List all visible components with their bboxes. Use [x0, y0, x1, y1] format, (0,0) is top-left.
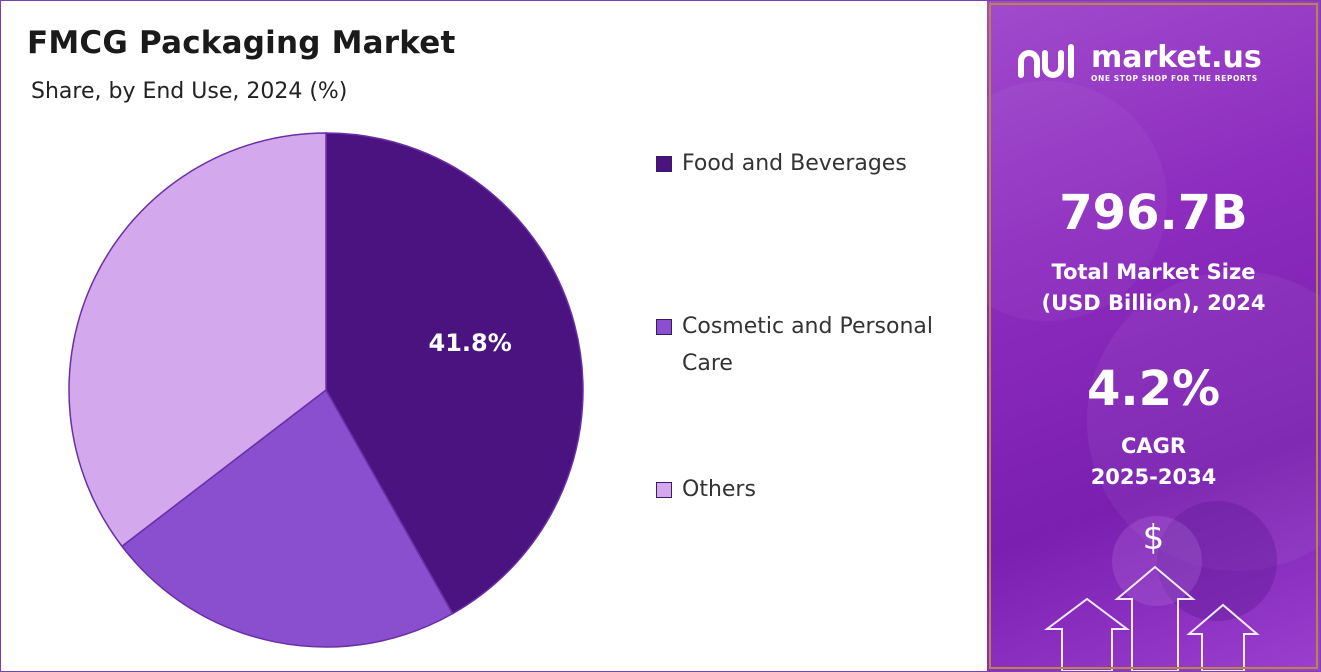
- arrow-up-icon: [1044, 565, 1260, 671]
- chart-subtitle: Share, by End Use, 2024 (%): [31, 79, 348, 104]
- brand-tagline: ONE STOP SHOP FOR THE REPORTS: [1091, 73, 1258, 83]
- legend-item-others: Others: [656, 471, 952, 508]
- brand-name: market.us: [1091, 39, 1262, 75]
- cagr-period: 2025-2034: [1090, 465, 1217, 489]
- market-size-value: 796.7B: [1059, 185, 1248, 241]
- legend-item-food-and-beverages: Food and Beverages: [656, 145, 952, 182]
- cagr-label: CAGR: [1120, 434, 1187, 458]
- panel-decoration: [987, 81, 1320, 671]
- legend-swatch: [656, 319, 672, 335]
- dollar-icon: $: [1142, 518, 1165, 558]
- legend-swatch: [656, 482, 672, 498]
- pie-chart: 41.8%: [68, 132, 584, 648]
- legend-label: Cosmetic and Personal Care: [682, 314, 933, 376]
- cagr-value: 4.2%: [1086, 361, 1221, 417]
- legend-label: Others: [682, 477, 756, 502]
- market-size-label-line2: (USD Billion), 2024: [1041, 291, 1266, 315]
- panel-border: [989, 3, 1318, 669]
- market-size-label-line1: Total Market Size: [1051, 260, 1256, 284]
- chart-title: FMCG Packaging Market: [27, 25, 456, 61]
- market-us-logo-icon: [1018, 44, 1074, 78]
- pie-slice-food-and-beverages: [325, 132, 584, 615]
- brand-logo: market.us ONE STOP SHOP FOR THE REPORTS: [1015, 41, 1262, 83]
- legend-swatch: [656, 156, 672, 172]
- stats-panel: market.us ONE STOP SHOP FOR THE REPORTS …: [987, 1, 1320, 671]
- pie-slice-cosmetic-and-personal-care: [120, 388, 454, 648]
- pie-slice-others: [68, 132, 327, 548]
- legend-label: Food and Beverages: [682, 151, 907, 176]
- legend-item-cosmetic-and-personal-care: Cosmetic and Personal Care: [656, 308, 952, 382]
- pie-data-label-food-and-beverages: 41.8%: [429, 329, 512, 357]
- chart-area: FMCG Packaging Market Share, by End Use,…: [1, 1, 986, 671]
